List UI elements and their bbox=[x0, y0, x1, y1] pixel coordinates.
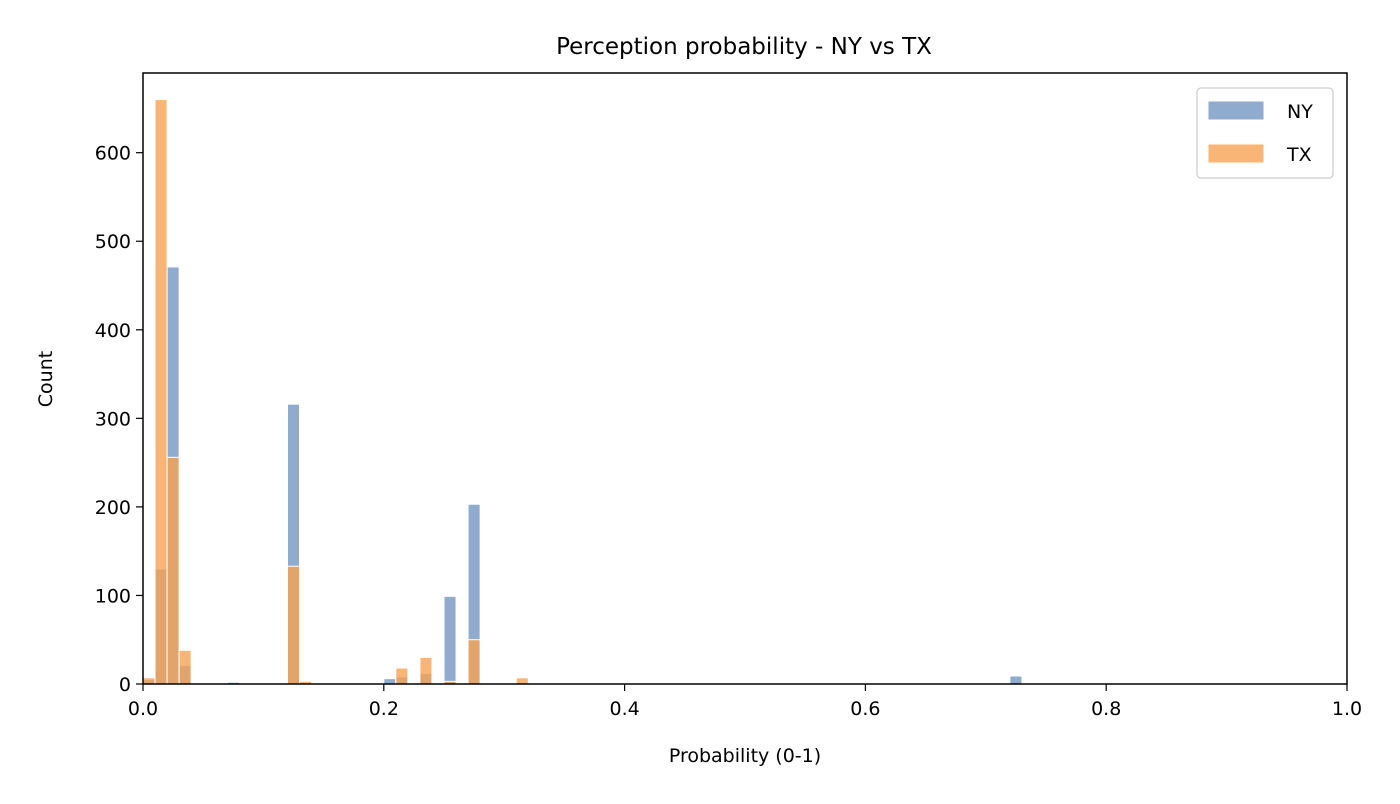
x-tick-label: 0.0 bbox=[128, 698, 158, 720]
bar-tx bbox=[467, 639, 481, 685]
bar-tx bbox=[515, 677, 529, 685]
y-tick-label: 0 bbox=[119, 674, 131, 696]
legend-label-tx: TX bbox=[1286, 144, 1312, 166]
series-tx bbox=[142, 99, 529, 685]
bar-tx bbox=[166, 456, 180, 685]
y-tick-label: 500 bbox=[95, 231, 131, 253]
y-axis-label: Count bbox=[35, 351, 57, 407]
bar-tx bbox=[154, 99, 168, 685]
legend-label-ny: NY bbox=[1287, 101, 1313, 123]
x-tick-label: 0.2 bbox=[369, 698, 399, 720]
x-tick-label: 0.4 bbox=[609, 698, 639, 720]
bar-ny bbox=[1009, 675, 1023, 685]
y-axis: 0 100 200 300 400 500 600 bbox=[95, 143, 143, 696]
bar-tx bbox=[395, 667, 409, 685]
bars-layer bbox=[142, 99, 1023, 685]
x-axis-label: Probability (0-1) bbox=[669, 745, 821, 767]
bar-tx bbox=[286, 565, 301, 685]
y-tick-label: 100 bbox=[95, 585, 131, 607]
y-tick-label: 600 bbox=[95, 143, 131, 165]
bar-tx bbox=[178, 649, 192, 685]
y-tick-label: 400 bbox=[95, 320, 131, 342]
legend: NY TX bbox=[1196, 87, 1334, 179]
plot-frame bbox=[142, 72, 1348, 685]
x-tick-label: 0.6 bbox=[850, 698, 880, 720]
legend-swatch-tx bbox=[1207, 143, 1265, 164]
bar-tx bbox=[142, 677, 156, 685]
bar-ny bbox=[443, 595, 457, 685]
y-tick-label: 300 bbox=[95, 408, 131, 430]
legend-swatch-ny bbox=[1207, 100, 1265, 121]
chart-title: Perception probability - NY vs TX bbox=[556, 34, 932, 60]
x-tick-label: 1.0 bbox=[1332, 698, 1362, 720]
y-tick-label: 200 bbox=[95, 497, 131, 519]
bar-ny bbox=[383, 678, 397, 685]
bar-tx bbox=[419, 656, 433, 685]
x-axis: 0.0 0.2 0.4 0.6 0.8 1.0 bbox=[128, 684, 1362, 720]
x-tick-label: 0.8 bbox=[1091, 698, 1121, 720]
